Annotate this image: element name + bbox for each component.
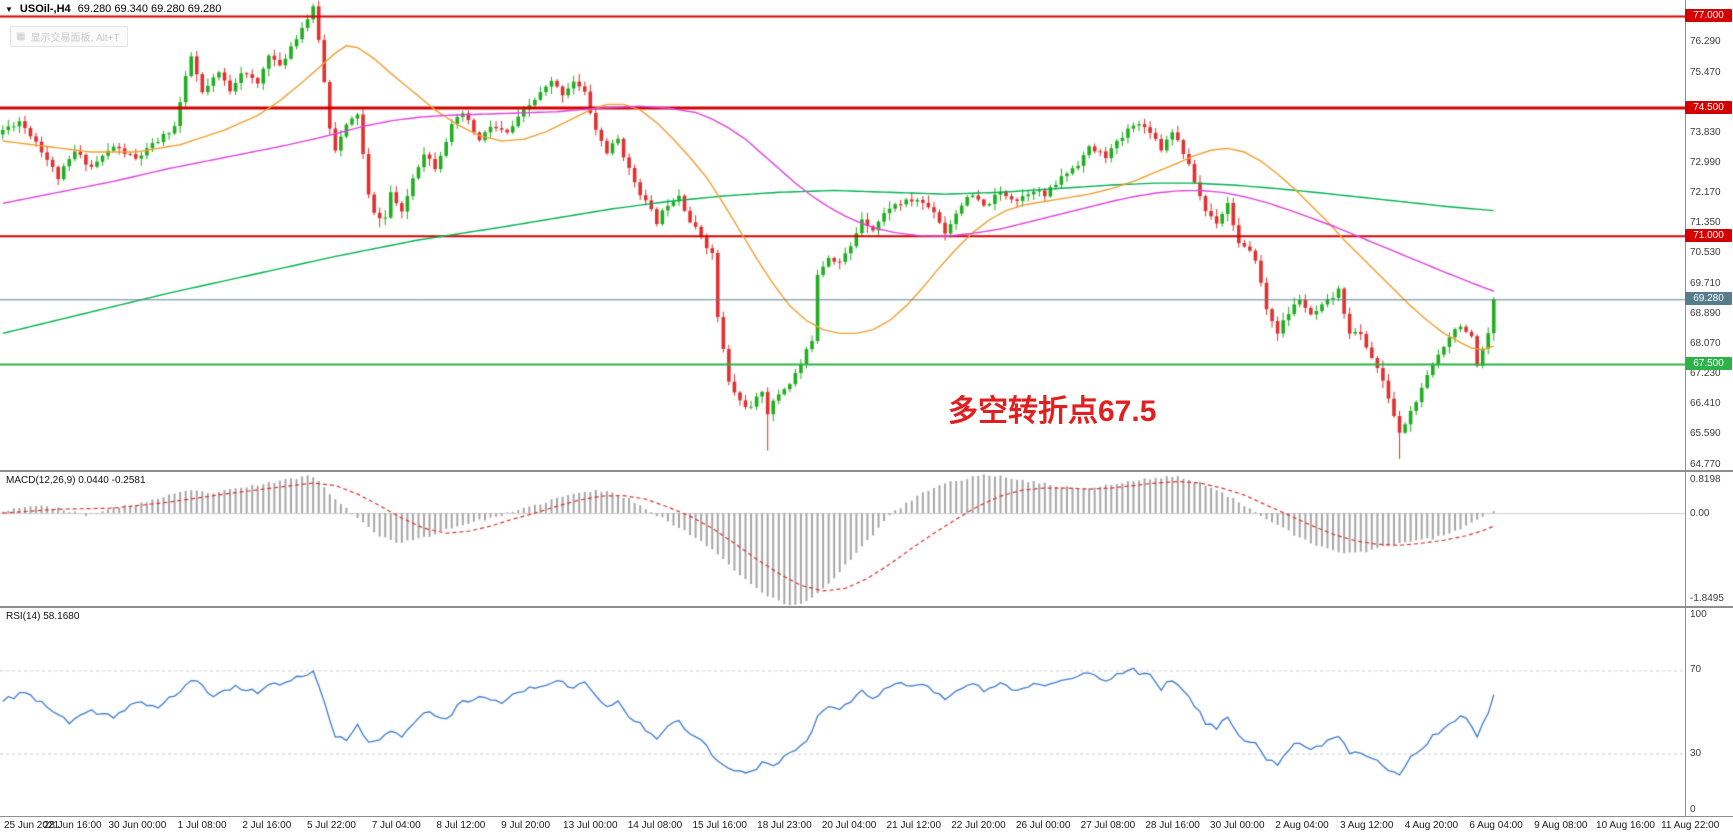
price-line-label: 74.500 — [1685, 101, 1732, 115]
time-axis-label: 27 Jul 08:00 — [1080, 820, 1136, 831]
time-axis-label: 3 Aug 12:00 — [1339, 820, 1394, 831]
price-tick-label: 69.710 — [1690, 277, 1721, 289]
time-axis-label: 2 Jul 16:00 — [242, 820, 292, 831]
time-axis-label: 26 Jul 00:00 — [1015, 820, 1071, 831]
price-tick-label: 68.890 — [1690, 307, 1721, 319]
price-tick-label: 70.530 — [1690, 247, 1721, 259]
chart-title: ▼ USOil-,H4 69.280 69.340 69.280 69.280 — [5, 3, 221, 15]
time-axis-label: 13 Jul 00:00 — [563, 820, 618, 831]
price-line-label: 77.000 — [1685, 9, 1732, 23]
current-price-label: 69.280 — [1685, 292, 1732, 306]
time-axis-label: 20 Jul 04:00 — [821, 820, 877, 831]
panel-separator-macd[interactable] — [0, 470, 1733, 472]
price-tick-label: 66.410 — [1690, 398, 1721, 410]
time-axis-label: 8 Jul 12:00 — [436, 820, 486, 831]
panel-grid-icon: ▦ — [16, 31, 26, 42]
time-axis-label: 7 Jul 04:00 — [371, 820, 421, 831]
chart-symbol-label: USOil-,H4 — [19, 3, 71, 15]
time-axis-label: 6 Aug 04:00 — [1469, 820, 1523, 831]
price-tick-label: 65.590 — [1690, 428, 1721, 440]
time-axis-label: 18 Jul 23:00 — [757, 820, 812, 831]
time-axis-label: 28 Jul 16:00 — [1145, 820, 1200, 831]
price-line-label: 71.000 — [1685, 229, 1732, 243]
time-axis-label: 25 Jun 2021 — [4, 820, 60, 831]
price-tick-label: 72.990 — [1690, 157, 1721, 169]
annotation-text[interactable]: 多空转折点67.5 — [948, 395, 1157, 428]
time-axis-label: 2 Aug 04:00 — [1275, 820, 1329, 831]
macd-axis-label: 0.8198 — [1690, 474, 1721, 485]
price-axis: 76.290 75.470 73.830 72.990 72.170 71.350 70.5… — [1685, 0, 1733, 470]
rsi-axis-label: 0 — [1690, 804, 1696, 815]
time-axis-label: 4 Aug 20:00 — [1404, 820, 1459, 831]
price-tick-label: 75.470 — [1690, 66, 1721, 78]
time-axis-label: 30 Jun 00:00 — [108, 820, 167, 831]
price-tick-label: 72.170 — [1690, 187, 1721, 199]
time-axis-label: 9 Aug 08:00 — [1534, 820, 1588, 831]
macd-axis-label: -1.8495 — [1690, 593, 1724, 604]
macd-axis-label: 0.00 — [1690, 508, 1710, 520]
rsi-axis-label: 30 — [1690, 747, 1702, 759]
rsi-axis-label: 70 — [1690, 664, 1702, 676]
price-tick-label: 76.290 — [1690, 36, 1721, 48]
rsi-label: RSI(14) 58.1680 — [6, 611, 80, 622]
time-axis-separator — [0, 816, 1733, 817]
price-tick-label: 68.070 — [1690, 337, 1721, 349]
time-axis-label: 5 Jul 22:00 — [307, 820, 356, 831]
time-axis-label: 28 Jun 16:00 — [43, 820, 102, 831]
time-axis-label: 22 Jul 20:00 — [951, 820, 1006, 831]
time-axis-label: 9 Jul 20:00 — [501, 820, 551, 831]
time-axis-label: 10 Aug 16:00 — [1596, 820, 1655, 831]
price-tick-label: 71.350 — [1690, 217, 1721, 229]
time-axis-label: 21 Jul 12:00 — [886, 820, 942, 831]
price-tick-label: 73.830 — [1690, 126, 1721, 138]
rsi-panel-canvas[interactable] — [0, 608, 1685, 816]
price-line-label: 67.500 — [1685, 357, 1732, 371]
main-chart-canvas[interactable] — [0, 0, 1685, 470]
time-axis-label: 14 Jul 08:00 — [627, 820, 683, 831]
chart-ohlc-values: 69.280 69.340 69.280 69.280 — [77, 3, 222, 15]
price-tick-label: 67.230 — [1690, 368, 1721, 380]
macd-axis: 0.8198 0.00 -1.8495 — [1687, 472, 1733, 606]
time-axis-label: 1 Jul 08:00 — [177, 820, 227, 831]
macd-label: MACD(12,26,9) 0.0440 -0.2581 — [6, 475, 146, 486]
price-tick-label: 64.770 — [1690, 458, 1721, 470]
time-axis[interactable]: 25 Jun 2021 28 Jun 16:00 30 Jun 00:00 1 Jul… — [0, 818, 1733, 835]
show-trading-panel-button[interactable]: ▦ 显示交易面板, Alt+T — [10, 26, 128, 47]
rsi-axis-label: 100 — [1690, 609, 1707, 620]
panel-separator-rsi[interactable] — [0, 606, 1733, 608]
time-axis-label: 11 Aug 22:00 — [1661, 820, 1720, 831]
time-axis-label: 30 Jul 00:00 — [1210, 820, 1265, 831]
symbol-dropdown-icon[interactable]: ▼ — [5, 4, 13, 14]
time-axis-label: 15 Jul 16:00 — [692, 820, 747, 831]
macd-panel-canvas[interactable] — [0, 472, 1685, 606]
rsi-axis: 100 70 30 0 — [1687, 608, 1733, 816]
show-trading-panel-label: 显示交易面板, Alt+T — [30, 33, 120, 44]
price-axis-border — [1685, 0, 1686, 816]
